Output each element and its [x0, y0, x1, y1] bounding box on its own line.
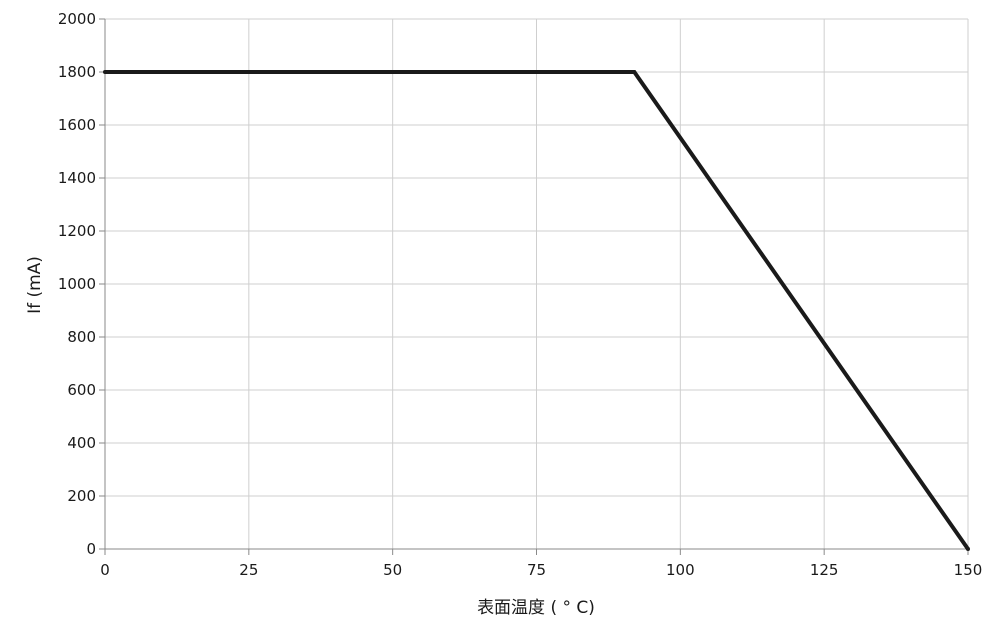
tick-labels: 0 200 400 600 800 1000 1200 1400 1600 1800 2000 0 25… [58, 10, 983, 579]
series-layer [103, 70, 970, 551]
y-tick-label: 1200 [58, 222, 96, 240]
x-tick-label: 100 [666, 561, 695, 579]
x-tick-label: 25 [239, 561, 258, 579]
y-tick-label: 800 [67, 328, 96, 346]
y-tick-label: 600 [67, 381, 96, 399]
y-tick-label: 1800 [58, 63, 96, 81]
grid [105, 18, 969, 549]
y-tick-label: 1000 [58, 275, 96, 293]
series-point [966, 547, 970, 551]
y-tick-label: 1400 [58, 169, 96, 187]
y-tick-label: 1600 [58, 116, 96, 134]
y-tick-label: 200 [67, 487, 96, 505]
x-tick-label: 150 [954, 561, 983, 579]
x-tick-label: 75 [527, 561, 546, 579]
y-tick-label: 2000 [58, 10, 96, 28]
x-tick-label: 125 [810, 561, 839, 579]
y-axis-title: If (mA) [25, 256, 45, 314]
x-axis-title: 表面温度 ( ° C) [477, 598, 595, 618]
y-tick-label: 400 [67, 434, 96, 452]
x-tick-label: 50 [383, 561, 402, 579]
x-tick-label: 0 [100, 561, 110, 579]
series-point [103, 70, 107, 74]
axes [99, 18, 969, 555]
y-tick-label: 0 [86, 540, 96, 558]
series-point [632, 70, 637, 74]
